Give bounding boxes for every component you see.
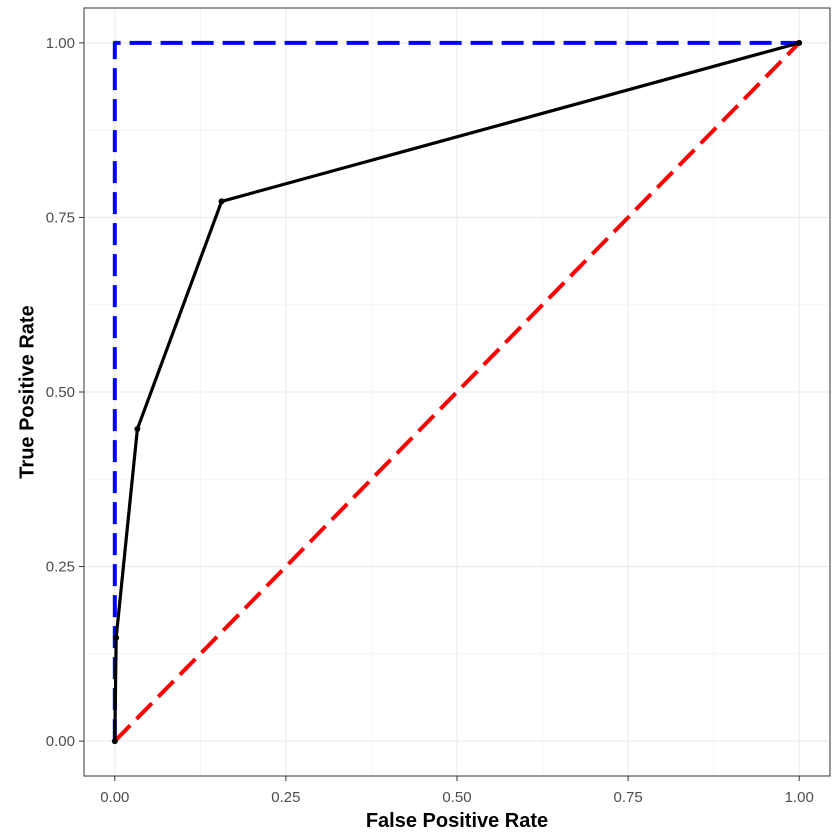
axes-layer: 0.00 0.25 0.50 0.75 1.00 0.00 0.25 0.50 0.75 1.00 (46, 35, 814, 806)
y-axis-title: True Positive Rate (16, 305, 38, 478)
y-tick-label: 0.50 (46, 384, 75, 401)
series-layer (111, 39, 803, 745)
x-tick-label: 0.25 (271, 789, 300, 806)
series-point (218, 198, 225, 205)
series-point (113, 634, 120, 641)
series-point (134, 426, 141, 433)
x-tick-label: 0.00 (100, 789, 129, 806)
series-line-0 (112, 40, 800, 742)
x-axis-title: False Positive Rate (366, 810, 548, 832)
series-point (796, 39, 803, 46)
y-tick-label: 1.00 (46, 35, 75, 52)
series-line-1 (113, 41, 801, 743)
x-tick-label: 1.00 (785, 789, 814, 806)
y-tick-label: 0.75 (46, 209, 75, 226)
y-tick-label: 0.25 (46, 559, 75, 576)
x-tick-label: 0.50 (442, 789, 471, 806)
series-point (111, 738, 118, 745)
x-tick-label: 0.75 (613, 789, 642, 806)
y-tick-label: 0.00 (46, 733, 75, 750)
